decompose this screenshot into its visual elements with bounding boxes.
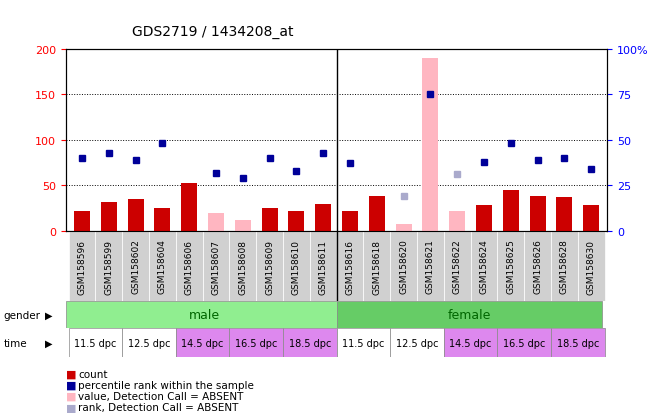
FancyBboxPatch shape (203, 231, 230, 301)
Text: female: female (447, 309, 491, 321)
FancyBboxPatch shape (66, 301, 337, 328)
Text: GSM158628: GSM158628 (560, 239, 569, 294)
Text: GSM158621: GSM158621 (426, 239, 435, 294)
FancyBboxPatch shape (310, 231, 337, 301)
Text: GSM158607: GSM158607 (212, 239, 220, 294)
Text: count: count (78, 369, 108, 379)
Text: gender: gender (3, 310, 40, 320)
FancyBboxPatch shape (578, 231, 605, 301)
FancyBboxPatch shape (283, 328, 337, 357)
Text: GSM158620: GSM158620 (399, 239, 408, 294)
Text: ■: ■ (66, 380, 77, 390)
Bar (154, 209, 170, 231)
Text: 12.5 dpc: 12.5 dpc (396, 338, 438, 348)
Text: ■: ■ (66, 402, 77, 412)
FancyBboxPatch shape (390, 328, 444, 357)
FancyBboxPatch shape (256, 231, 283, 301)
Bar (315, 204, 331, 231)
FancyBboxPatch shape (122, 328, 176, 357)
Text: GSM158596: GSM158596 (78, 239, 86, 294)
Text: percentile rank within the sample: percentile rank within the sample (78, 380, 253, 390)
Text: male: male (188, 309, 220, 321)
Bar (288, 211, 304, 231)
FancyBboxPatch shape (69, 328, 122, 357)
Text: ▶: ▶ (45, 310, 52, 320)
FancyBboxPatch shape (390, 231, 417, 301)
FancyBboxPatch shape (444, 328, 498, 357)
FancyBboxPatch shape (471, 231, 498, 301)
FancyBboxPatch shape (122, 231, 149, 301)
Text: rank, Detection Call = ABSENT: rank, Detection Call = ABSENT (78, 402, 238, 412)
FancyBboxPatch shape (498, 231, 524, 301)
Bar (556, 198, 572, 231)
FancyBboxPatch shape (444, 231, 471, 301)
FancyBboxPatch shape (551, 328, 605, 357)
FancyBboxPatch shape (498, 328, 551, 357)
FancyBboxPatch shape (96, 231, 122, 301)
Text: 16.5 dpc: 16.5 dpc (235, 338, 277, 348)
Text: GSM158602: GSM158602 (131, 239, 140, 294)
Text: GSM158622: GSM158622 (453, 239, 461, 294)
FancyBboxPatch shape (417, 231, 444, 301)
Text: 18.5 dpc: 18.5 dpc (556, 338, 599, 348)
Bar (449, 211, 465, 231)
Bar (422, 59, 438, 231)
FancyBboxPatch shape (337, 301, 602, 328)
Text: 16.5 dpc: 16.5 dpc (503, 338, 545, 348)
Text: GSM158624: GSM158624 (479, 239, 488, 294)
FancyBboxPatch shape (337, 231, 364, 301)
Text: 11.5 dpc: 11.5 dpc (75, 338, 117, 348)
Text: ▶: ▶ (45, 338, 52, 348)
Text: GSM158606: GSM158606 (185, 239, 194, 294)
Text: GDS2719 / 1434208_at: GDS2719 / 1434208_at (132, 25, 294, 39)
Text: time: time (3, 338, 27, 348)
Text: GSM158630: GSM158630 (587, 239, 595, 294)
Text: ■: ■ (66, 369, 77, 379)
Text: GSM158618: GSM158618 (372, 239, 381, 294)
Bar (182, 184, 197, 231)
FancyBboxPatch shape (337, 328, 390, 357)
Bar (395, 224, 412, 231)
Text: GSM158625: GSM158625 (506, 239, 515, 294)
Bar (342, 211, 358, 231)
Bar (529, 197, 546, 231)
Text: GSM158616: GSM158616 (345, 239, 354, 294)
Text: value, Detection Call = ABSENT: value, Detection Call = ABSENT (78, 391, 244, 401)
FancyBboxPatch shape (524, 231, 551, 301)
Bar (127, 199, 144, 231)
Text: GSM158604: GSM158604 (158, 239, 167, 294)
Bar (503, 190, 519, 231)
Bar (583, 206, 599, 231)
FancyBboxPatch shape (176, 328, 230, 357)
Text: GSM158599: GSM158599 (104, 239, 114, 294)
FancyBboxPatch shape (176, 231, 203, 301)
Text: GSM158608: GSM158608 (238, 239, 248, 294)
Text: GSM158626: GSM158626 (533, 239, 542, 294)
FancyBboxPatch shape (69, 231, 96, 301)
Bar (235, 221, 251, 231)
FancyBboxPatch shape (283, 231, 310, 301)
Bar (208, 213, 224, 231)
FancyBboxPatch shape (551, 231, 578, 301)
FancyBboxPatch shape (364, 231, 390, 301)
Text: 18.5 dpc: 18.5 dpc (288, 338, 331, 348)
Bar (369, 197, 385, 231)
FancyBboxPatch shape (230, 328, 283, 357)
FancyBboxPatch shape (149, 231, 176, 301)
Bar (261, 209, 278, 231)
Bar (476, 206, 492, 231)
Text: GSM158609: GSM158609 (265, 239, 274, 294)
Text: ■: ■ (66, 391, 77, 401)
FancyBboxPatch shape (230, 231, 256, 301)
Text: GSM158611: GSM158611 (319, 239, 328, 294)
Bar (74, 211, 90, 231)
Text: 14.5 dpc: 14.5 dpc (182, 338, 224, 348)
Text: 14.5 dpc: 14.5 dpc (449, 338, 492, 348)
Text: GSM158610: GSM158610 (292, 239, 301, 294)
Text: 11.5 dpc: 11.5 dpc (342, 338, 385, 348)
Bar (101, 202, 117, 231)
Text: 12.5 dpc: 12.5 dpc (128, 338, 170, 348)
